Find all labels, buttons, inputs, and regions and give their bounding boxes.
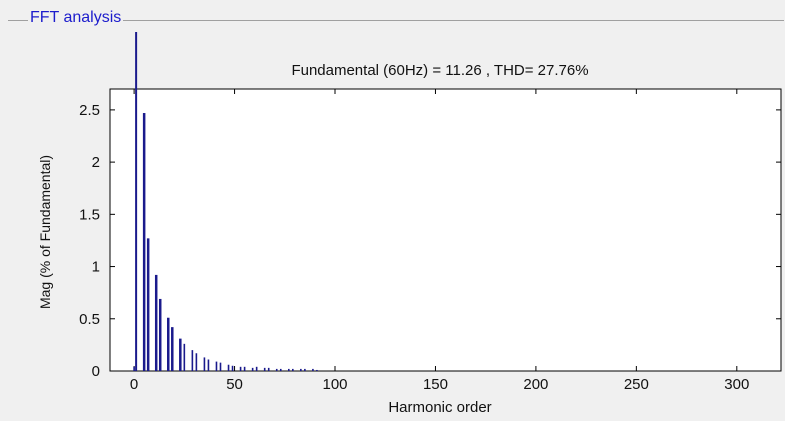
harmonic-bar xyxy=(304,368,306,371)
x-axis-label: Harmonic order xyxy=(388,399,491,416)
harmonic-bar xyxy=(195,353,198,371)
harmonic-bar xyxy=(179,338,182,371)
harmonic-bar xyxy=(219,362,222,371)
x-tick-label: 0 xyxy=(130,376,138,393)
harmonic-bar xyxy=(133,366,135,371)
harmonic-bar xyxy=(267,367,270,371)
harmonic-bar xyxy=(316,369,318,371)
harmonic-bar xyxy=(227,364,230,371)
harmonic-bar xyxy=(146,238,150,371)
x-tick-labels: 0 50 100 150 200 250 300 xyxy=(130,376,749,393)
y-tick-label: 1.5 xyxy=(79,206,100,223)
x-tick-label: 200 xyxy=(523,376,548,393)
harmonic-bar xyxy=(207,359,210,371)
harmonic-bar xyxy=(275,368,278,371)
harmonic-bar xyxy=(142,113,146,372)
panel-title: FFT analysis xyxy=(28,8,124,28)
harmonic-bar xyxy=(251,367,254,371)
axis-ticks xyxy=(110,89,781,372)
harmonic-bar xyxy=(183,343,186,371)
harmonic-bar xyxy=(255,366,258,371)
x-tick-label: 100 xyxy=(322,376,347,393)
harmonic-bar xyxy=(215,361,218,371)
x-tick-label: 50 xyxy=(226,376,243,393)
y-tick-label: 1 xyxy=(92,259,100,276)
harmonic-bar xyxy=(287,368,290,371)
harmonic-bar xyxy=(312,368,314,371)
harmonic-bar xyxy=(158,298,162,371)
harmonic-bar xyxy=(203,357,206,371)
harmonic-bar xyxy=(300,368,302,371)
x-tick-label: 300 xyxy=(724,376,749,393)
panel-frame xyxy=(8,20,784,419)
harmonic-bar xyxy=(279,368,282,371)
harmonic-bar xyxy=(243,366,246,371)
harmonic-bar xyxy=(167,317,170,371)
harmonic-bar xyxy=(231,365,234,371)
y-tick-label: 2.5 xyxy=(79,102,100,119)
harmonic-bar xyxy=(171,327,174,371)
chart-title: Fundamental (60Hz) = 11.26 , THD= 27.76% xyxy=(291,62,588,79)
y-axis-label: Mag (% of Fundamental) xyxy=(37,155,53,309)
harmonic-bar xyxy=(191,350,194,371)
harmonic-bar xyxy=(263,367,266,371)
y-tick-labels: 0 0.5 1 1.5 2 2.5 xyxy=(79,102,100,380)
y-tick-label: 2 xyxy=(92,154,100,171)
harmonic-bar xyxy=(154,274,158,371)
y-tick-label: 0.5 xyxy=(79,311,100,328)
harmonic-bar xyxy=(292,368,294,371)
x-tick-label: 150 xyxy=(423,376,448,393)
plot-area xyxy=(109,88,782,372)
y-tick-label: 0 xyxy=(92,363,100,380)
harmonic-bar xyxy=(239,366,242,371)
harmonic-bars xyxy=(133,113,318,372)
x-tick-label: 250 xyxy=(624,376,649,393)
